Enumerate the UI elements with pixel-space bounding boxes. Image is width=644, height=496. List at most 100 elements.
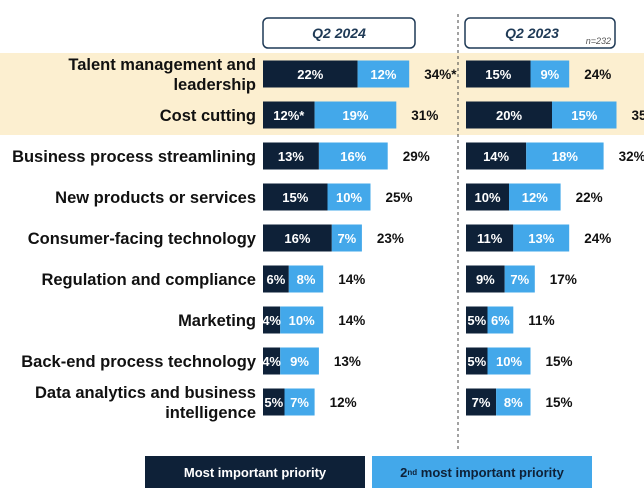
bar-label-q2-2023-secondary-cost-cutting: 15%: [571, 108, 597, 123]
total-label-q2-2024-consumer-facing-technology: 23%: [377, 231, 404, 246]
bar-q2-2024-primary-marketing: [263, 306, 281, 334]
bar-label-q2-2024-primary-back-end-process-technology: 4%: [262, 354, 281, 369]
total-label-q2-2024-back-end-process-technology: 13%: [334, 354, 361, 369]
category-label-back-end-process-technology: Back-end process technology: [21, 353, 257, 371]
legend-swatch-secondary: [372, 456, 592, 488]
category-label-regulation-and-compliance: Regulation and compliance: [41, 271, 256, 289]
category-label-consumer-facing-technology: Consumer-facing technology: [28, 230, 257, 248]
bar-q2-2023-secondary-regulation-and-compliance: [504, 265, 535, 293]
total-label-q2-2023-data-analytics-and-business-intelligence: 15%: [546, 395, 573, 410]
bar-q2-2023-secondary-business-process-streamlining: [526, 142, 604, 170]
total-label-q2-2024-cost-cutting: 31%: [411, 108, 438, 123]
bar-q2-2023-primary-consumer-facing-technology: [466, 224, 514, 252]
bar-q2-2024-primary-consumer-facing-technology: [263, 224, 332, 252]
bar-q2-2023-secondary-back-end-process-technology: [487, 347, 531, 375]
total-label-q2-2023-business-process-streamlining: 32%: [619, 149, 644, 164]
bar-q2-2023-secondary-data-analytics-and-business-intelligence: [496, 388, 531, 416]
total-label-q2-2024-business-process-streamlining: 29%: [403, 149, 430, 164]
bar-label-q2-2023-primary-new-products-or-services: 10%: [474, 190, 500, 205]
legend-most-important-label: Most important priority: [183, 464, 327, 480]
bar-label-q2-2024-primary-regulation-and-compliance: 6%: [267, 272, 286, 287]
bar-q2-2024-secondary-new-products-or-services: [327, 183, 371, 211]
category-label-cost-cutting: Cost cutting: [160, 107, 256, 125]
bar-label-q2-2023-secondary-back-end-process-technology: 10%: [496, 354, 522, 369]
category-label-business-process-streamlining: Business process streamlining: [12, 148, 256, 166]
bar-q2-2023-primary-back-end-process-technology: [466, 347, 488, 375]
bar-label-q2-2024-primary-consumer-facing-technology: 16%: [284, 231, 310, 246]
total-label-q2-2024-regulation-and-compliance: 14%: [338, 272, 365, 287]
bar-q2-2024-secondary-talent-management-and-leadership: [357, 60, 410, 88]
bar-q2-2023-primary-marketing: [466, 306, 488, 334]
bar-label-q2-2023-primary-data-analytics-and-business-intelligence: 7%: [472, 395, 491, 410]
legend-second-sup: nd: [407, 467, 418, 477]
bar-label-q2-2024-secondary-business-process-streamlining: 16%: [340, 149, 366, 164]
bar-label-q2-2023-secondary-regulation-and-compliance: 7%: [510, 272, 529, 287]
bar-q2-2023-primary-new-products-or-services: [466, 183, 509, 211]
bar-q2-2024-secondary-back-end-process-technology: [280, 347, 319, 375]
bar-q2-2023-primary-regulation-and-compliance: [466, 265, 505, 293]
bar-q2-2024-secondary-business-process-streamlining: [318, 142, 388, 170]
bar-label-q2-2023-primary-cost-cutting: 20%: [496, 108, 522, 123]
legend-second-prefix: 2: [400, 464, 408, 480]
bar-q2-2023-secondary-cost-cutting: [552, 101, 617, 129]
bar-q2-2024-secondary-cost-cutting: [314, 101, 397, 129]
bar-label-q2-2024-primary-new-products-or-services: 15%: [282, 190, 308, 205]
bar-label-q2-2024-secondary-back-end-process-technology: 9%: [290, 354, 309, 369]
legend-most-important: Most important priority: [145, 456, 365, 488]
bar-q2-2024-primary-back-end-process-technology: [263, 347, 281, 375]
total-label-q2-2024-talent-management-and-leadership: 34%*: [424, 67, 457, 82]
bar-label-q2-2024-secondary-cost-cutting: 19%: [342, 108, 368, 123]
bar-label-q2-2024-secondary-talent-management-and-leadership: 12%: [370, 67, 396, 82]
bar-q2-2023-secondary-new-products-or-services: [509, 183, 561, 211]
total-label-q2-2023-new-products-or-services: 22%: [576, 190, 603, 205]
total-label-q2-2023-consumer-facing-technology: 24%: [584, 231, 611, 246]
bar-label-q2-2024-secondary-new-products-or-services: 10%: [336, 190, 362, 205]
legend-second-rest: most important priority: [417, 464, 564, 480]
total-label-q2-2024-marketing: 14%: [338, 313, 365, 328]
bar-label-q2-2024-secondary-consumer-facing-technology: 7%: [337, 231, 356, 246]
total-label-q2-2023-cost-cutting: 35%: [632, 108, 644, 123]
bar-q2-2023-primary-business-process-streamlining: [466, 142, 527, 170]
bar-label-q2-2024-secondary-regulation-and-compliance: 8%: [297, 272, 316, 287]
bar-q2-2023-secondary-marketing: [487, 306, 514, 334]
category-label-new-products-or-services: New products or services: [55, 189, 256, 207]
category-label-talent-management-and-leadership: Talent management and leadership: [68, 56, 256, 94]
bar-q2-2024-secondary-consumer-facing-technology: [331, 224, 362, 252]
bar-label-q2-2023-secondary-marketing: 6%: [491, 313, 510, 328]
bar-label-q2-2023-secondary-talent-management-and-leadership: 9%: [540, 67, 559, 82]
bar-q2-2024-primary-regulation-and-compliance: [263, 265, 289, 293]
panel-header-0: [262, 17, 416, 49]
bar-label-q2-2023-secondary-data-analytics-and-business-intelligence: 8%: [504, 395, 523, 410]
bar-q2-2024-secondary-data-analytics-and-business-intelligence: [284, 388, 315, 416]
bar-label-q2-2023-primary-marketing: 5%: [467, 313, 486, 328]
bar-q2-2024-primary-talent-management-and-leadership: [263, 60, 358, 88]
bar-q2-2024-secondary-marketing: [280, 306, 324, 334]
bar-label-q2-2023-primary-consumer-facing-technology: 11%: [477, 231, 503, 246]
panel-header-1: [464, 17, 616, 49]
bar-label-q2-2024-primary-cost-cutting: 12%*: [273, 108, 305, 123]
bar-label-q2-2023-secondary-new-products-or-services: 12%: [522, 190, 548, 205]
bar-label-q2-2023-primary-talent-management-and-leadership: 15%: [485, 67, 511, 82]
bar-q2-2024-primary-new-products-or-services: [263, 183, 328, 211]
bar-label-q2-2024-secondary-marketing: 10%: [289, 313, 315, 328]
bar-label-q2-2024-primary-marketing: 4%: [262, 313, 281, 328]
bar-q2-2023-primary-cost-cutting: [466, 101, 552, 129]
panel-title-q2-2024: Q2 2024: [312, 25, 366, 41]
bar-q2-2023-primary-talent-management-and-leadership: [466, 60, 531, 88]
bar-label-q2-2024-secondary-data-analytics-and-business-intelligence: 7%: [290, 395, 309, 410]
bar-label-q2-2024-primary-business-process-streamlining: 13%: [278, 149, 304, 164]
panel-note: n=232: [586, 36, 611, 46]
bar-q2-2024-secondary-regulation-and-compliance: [288, 265, 324, 293]
total-label-q2-2023-talent-management-and-leadership: 24%: [584, 67, 611, 82]
category-label-data-analytics-and-business-intelligence: Data analytics and business intelligence: [35, 384, 256, 422]
bar-q2-2023-primary-data-analytics-and-business-intelligence: [466, 388, 497, 416]
total-label-q2-2023-back-end-process-technology: 15%: [546, 354, 573, 369]
total-label-q2-2024-data-analytics-and-business-intelligence: 12%: [330, 395, 357, 410]
total-label-q2-2023-marketing: 11%: [528, 313, 554, 328]
bar-q2-2023-secondary-talent-management-and-leadership: [530, 60, 570, 88]
bar-label-q2-2024-primary-talent-management-and-leadership: 22%: [297, 67, 323, 82]
bar-q2-2023-secondary-consumer-facing-technology: [513, 224, 570, 252]
bar-q2-2024-primary-business-process-streamlining: [263, 142, 319, 170]
